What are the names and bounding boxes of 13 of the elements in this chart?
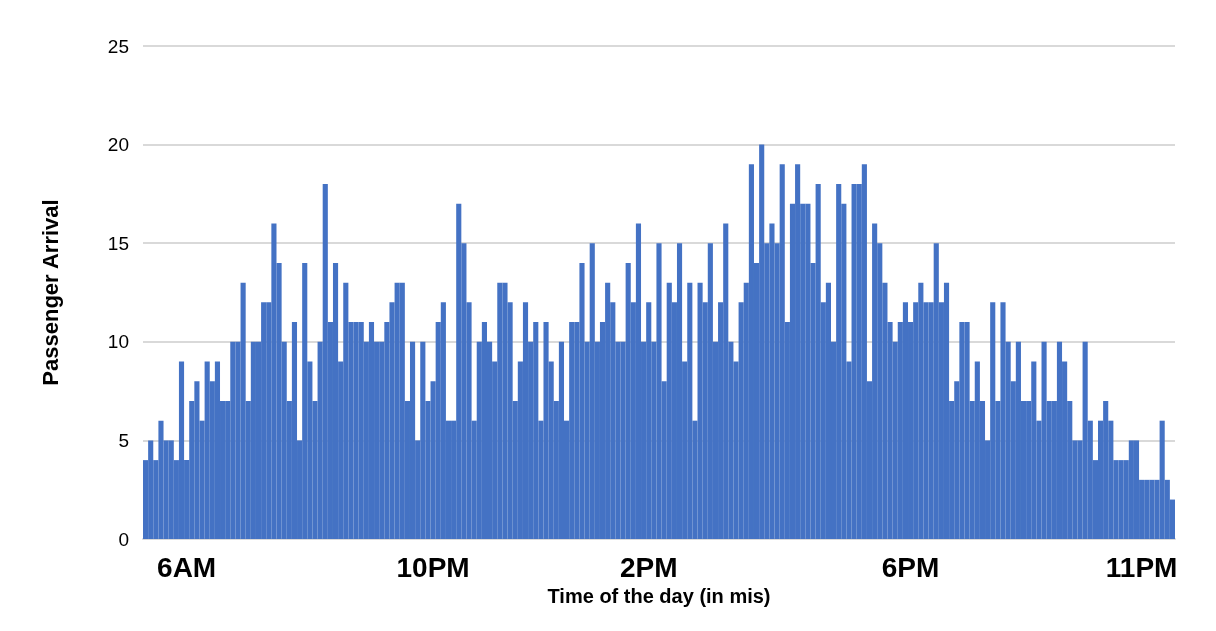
x-axis-title: Time of the day (in mis) [547, 584, 771, 607]
x-tick-label: 6AM [157, 551, 217, 583]
y-axis-title: Passenger Arrival [37, 199, 63, 386]
x-tick-label: 11PM [1105, 551, 1178, 583]
y-tick-label: 5 [118, 429, 129, 451]
y-tick-label: 0 [118, 528, 129, 550]
y-tick-label: 15 [107, 232, 129, 254]
y-tick-label: 10 [107, 331, 129, 353]
x-tick-label: 6PM [881, 551, 940, 583]
x-tick-label: 2PM [619, 551, 678, 583]
y-tick-label: 25 [107, 35, 129, 57]
y-tick-label: 20 [107, 134, 129, 156]
x-tick-label: 10PM [396, 551, 470, 583]
